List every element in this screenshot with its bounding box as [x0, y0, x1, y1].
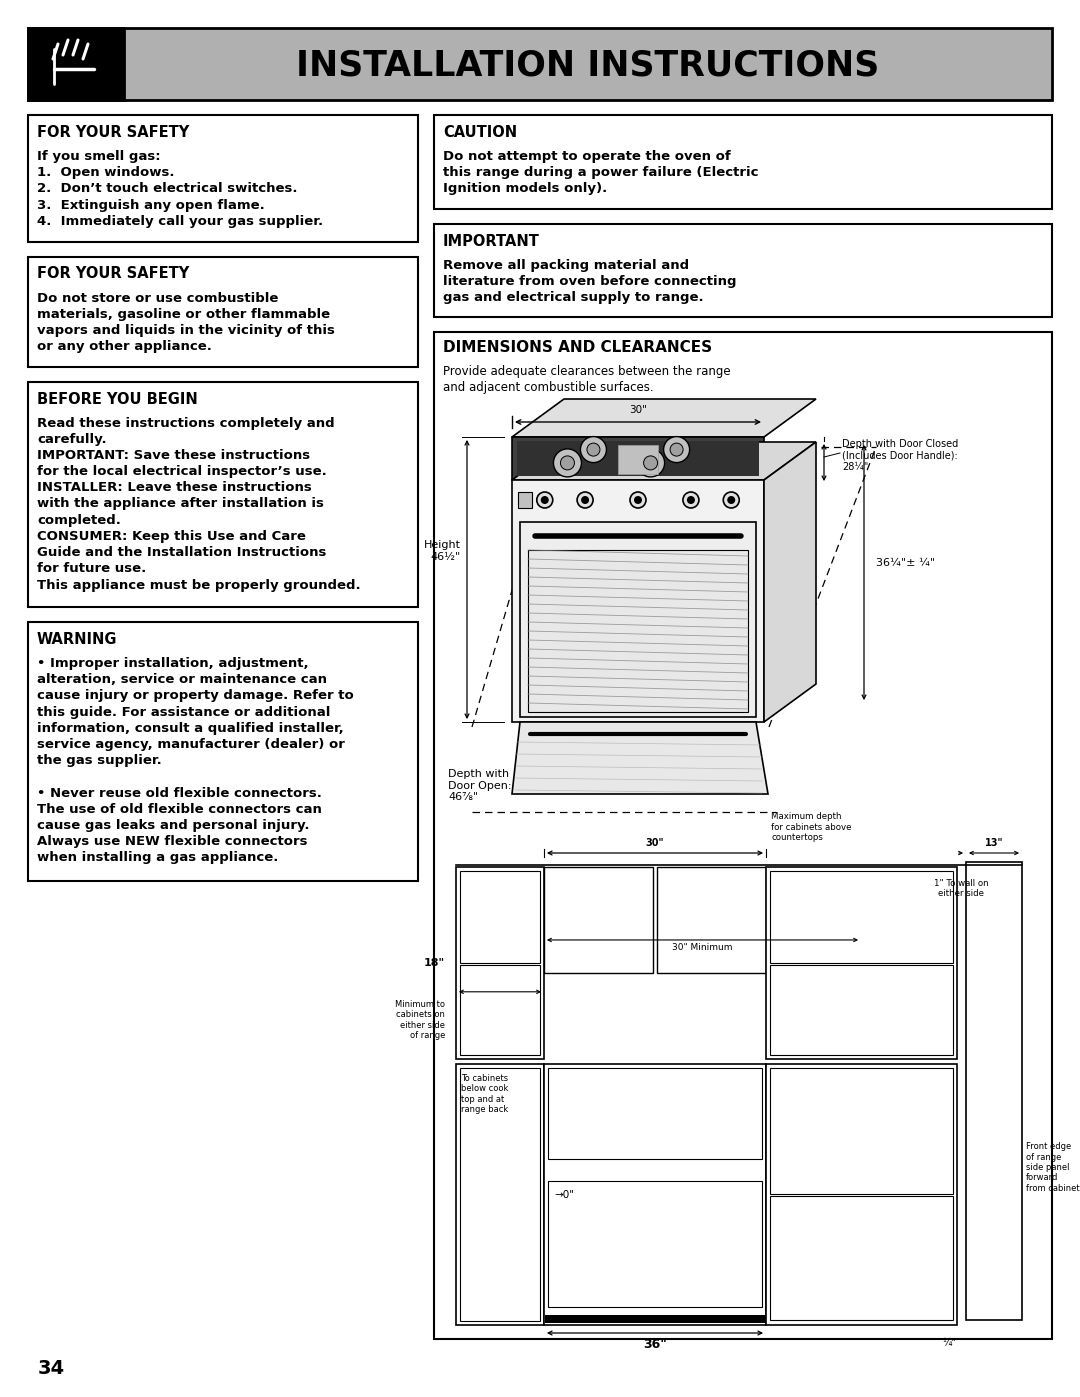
Circle shape	[630, 492, 646, 509]
Bar	[657, 868, 766, 972]
Bar	[517, 441, 759, 476]
Bar	[618, 446, 658, 474]
Text: Minimum to
cabinets on
either side
of range: Minimum to cabinets on either side of ra…	[395, 1000, 445, 1039]
Bar	[770, 1067, 953, 1194]
Bar	[28, 622, 418, 880]
Bar	[28, 257, 418, 366]
Text: 30" Minimum: 30" Minimum	[672, 943, 732, 951]
Text: 13": 13"	[985, 838, 1003, 848]
Bar	[548, 1067, 762, 1160]
Circle shape	[541, 496, 549, 504]
Text: Provide adequate clearances between the range
and adjacent combustible surfaces.: Provide adequate clearances between the …	[443, 365, 731, 394]
Bar	[456, 1065, 544, 1324]
Bar	[545, 1315, 765, 1323]
Bar	[766, 868, 957, 1059]
Text: 18": 18"	[423, 958, 445, 968]
Bar	[770, 965, 953, 1055]
Text: DIMENSIONS AND CLEARANCES: DIMENSIONS AND CLEARANCES	[443, 339, 712, 355]
Bar	[766, 1065, 957, 1324]
Text: IMPORTANT: IMPORTANT	[443, 233, 540, 249]
Bar	[28, 381, 418, 608]
Polygon shape	[512, 441, 816, 481]
Bar	[528, 550, 748, 712]
Text: • Improper installation, adjustment,
alteration, service or maintenance can
caus: • Improper installation, adjustment, alt…	[37, 657, 354, 865]
Text: Depth with
Door Open:
46⅞": Depth with Door Open: 46⅞"	[448, 768, 512, 802]
Polygon shape	[512, 722, 768, 793]
Circle shape	[577, 492, 593, 509]
Text: ¼": ¼"	[942, 1338, 956, 1348]
Circle shape	[580, 437, 607, 462]
Text: 30": 30"	[629, 405, 647, 415]
Text: Do not store or use combustible
materials, gasoline or other flammable
vapors an: Do not store or use combustible material…	[37, 292, 335, 353]
Bar	[28, 28, 124, 101]
Circle shape	[561, 455, 575, 469]
Polygon shape	[764, 441, 816, 722]
Text: INSTALLATION INSTRUCTIONS: INSTALLATION INSTRUCTIONS	[296, 47, 879, 82]
Circle shape	[727, 496, 735, 504]
Text: Maximum depth
for cabinets above
countertops: Maximum depth for cabinets above counter…	[771, 812, 851, 842]
Text: CAUTION: CAUTION	[443, 124, 517, 140]
Circle shape	[663, 437, 690, 462]
Bar	[966, 862, 1022, 1320]
Bar	[548, 1182, 762, 1306]
Bar	[460, 870, 540, 963]
Text: To cabinets
below cook
top and at
range back: To cabinets below cook top and at range …	[461, 1074, 509, 1115]
Circle shape	[581, 496, 589, 504]
Text: Do not attempt to operate the oven of
this range during a power failure (Electri: Do not attempt to operate the oven of th…	[443, 149, 758, 196]
Circle shape	[724, 492, 739, 509]
Text: FOR YOUR SAFETY: FOR YOUR SAFETY	[37, 124, 189, 140]
Bar	[28, 115, 418, 242]
Circle shape	[553, 448, 581, 476]
Bar	[770, 870, 953, 963]
Text: Read these instructions completely and
carefully.
IMPORTANT: Save these instruct: Read these instructions completely and c…	[37, 416, 361, 591]
Text: Depth with Door Closed
(Includes Door Handle):
28¼": Depth with Door Closed (Includes Door Ha…	[842, 439, 958, 472]
Text: 1" To wall on
either side: 1" To wall on either side	[934, 879, 988, 898]
Bar	[460, 1067, 540, 1322]
Bar	[456, 868, 544, 1059]
Text: If you smell gas:
1.  Open windows.
2.  Don’t touch electrical switches.
3.  Ext: If you smell gas: 1. Open windows. 2. Do…	[37, 149, 323, 228]
Text: Height
46½": Height 46½"	[424, 541, 461, 562]
Circle shape	[683, 492, 699, 509]
Bar	[770, 1196, 953, 1320]
Circle shape	[644, 455, 658, 469]
Polygon shape	[512, 400, 816, 437]
Circle shape	[636, 448, 664, 476]
Circle shape	[670, 443, 684, 455]
Circle shape	[537, 492, 553, 509]
Text: WARNING: WARNING	[37, 631, 118, 647]
Bar	[460, 965, 540, 1055]
Text: FOR YOUR SAFETY: FOR YOUR SAFETY	[37, 267, 189, 282]
Bar	[434, 332, 1052, 1338]
Polygon shape	[512, 481, 764, 722]
Text: BEFORE YOU BEGIN: BEFORE YOU BEGIN	[37, 391, 198, 407]
Text: →0": →0"	[554, 1189, 573, 1200]
Text: 30": 30"	[646, 838, 664, 848]
Bar	[544, 868, 653, 972]
Text: 36¼"± ¼": 36¼"± ¼"	[876, 557, 935, 569]
Polygon shape	[512, 437, 764, 481]
Text: 36": 36"	[643, 1338, 667, 1351]
Bar	[544, 1065, 766, 1324]
Text: 34: 34	[38, 1358, 65, 1377]
Text: Remove all packing material and
literature from oven before connecting
gas and e: Remove all packing material and literatu…	[443, 258, 737, 305]
Bar	[434, 224, 1052, 317]
Bar	[518, 492, 532, 509]
Bar	[28, 28, 1052, 101]
Circle shape	[687, 496, 694, 504]
Circle shape	[634, 496, 642, 504]
Bar	[519, 522, 756, 717]
Bar	[434, 115, 1052, 208]
Circle shape	[586, 443, 600, 455]
Text: Front edge
of range
side panel
forward
from cabinet: Front edge of range side panel forward f…	[1026, 1143, 1080, 1193]
